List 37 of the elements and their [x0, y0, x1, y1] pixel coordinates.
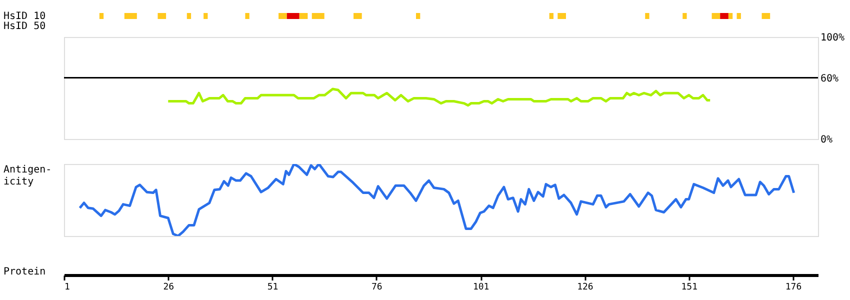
x-tick-label: 26: [163, 282, 174, 292]
bar: [416, 13, 420, 19]
x-axis-title: Protein: [4, 266, 46, 278]
bar: [158, 13, 166, 19]
x-tick-label: 76: [372, 282, 382, 292]
x-tick-label: 151: [681, 282, 698, 292]
bar: [245, 13, 250, 19]
bar: [186, 13, 192, 19]
bar: [354, 13, 362, 19]
bar: [286, 13, 300, 19]
y-tick-label: 100%: [820, 32, 845, 44]
x-tick-label: 1: [64, 282, 70, 292]
x-tick-label: 176: [785, 282, 802, 292]
x-tick-label: 101: [472, 282, 490, 292]
bar: [712, 13, 720, 19]
bar: [99, 13, 104, 19]
bar: [278, 13, 287, 19]
y-tick-label: HsID 50: [4, 21, 46, 32]
bar: [720, 13, 728, 19]
x-tick-label: 126: [577, 282, 594, 292]
bar: [549, 13, 554, 19]
bar: [124, 13, 137, 19]
y-tick-label: 60%: [820, 73, 839, 84]
y-tick-label: HsID 10: [4, 11, 46, 22]
bar: [204, 13, 208, 19]
line-series: [166, 88, 712, 107]
bar: [299, 13, 308, 19]
bar: [736, 13, 741, 19]
bar: [762, 13, 770, 19]
bar: [558, 13, 566, 19]
bar: [728, 13, 733, 19]
x-tick-label: 51: [267, 282, 278, 292]
bar: [312, 13, 324, 19]
y-axis-title: Antigen- icity: [4, 164, 52, 188]
bar: [645, 13, 650, 19]
bar: [682, 13, 687, 19]
y-tick-label: 0%: [820, 134, 833, 146]
